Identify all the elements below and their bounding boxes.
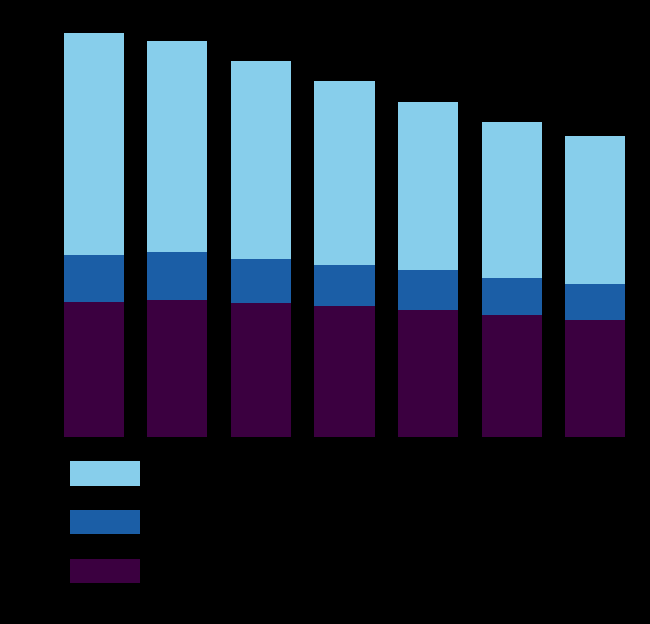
Bar (64, 301, 124, 437)
Bar (148, 252, 207, 300)
Bar (148, 300, 207, 437)
FancyBboxPatch shape (70, 559, 140, 583)
Bar (231, 61, 291, 259)
FancyBboxPatch shape (70, 510, 140, 534)
Bar (398, 102, 458, 270)
FancyBboxPatch shape (70, 462, 140, 485)
Bar (231, 259, 291, 303)
Bar (315, 265, 374, 306)
Bar (482, 314, 541, 437)
Bar (315, 80, 374, 265)
Bar (398, 310, 458, 437)
Bar (231, 303, 291, 437)
Bar (148, 41, 207, 252)
Bar (482, 278, 541, 314)
Bar (398, 270, 458, 310)
Bar (565, 284, 625, 319)
Bar (64, 255, 124, 301)
Bar (64, 32, 124, 255)
Bar (565, 319, 625, 437)
Bar (315, 306, 374, 437)
Bar (565, 136, 625, 284)
Bar (482, 122, 541, 278)
